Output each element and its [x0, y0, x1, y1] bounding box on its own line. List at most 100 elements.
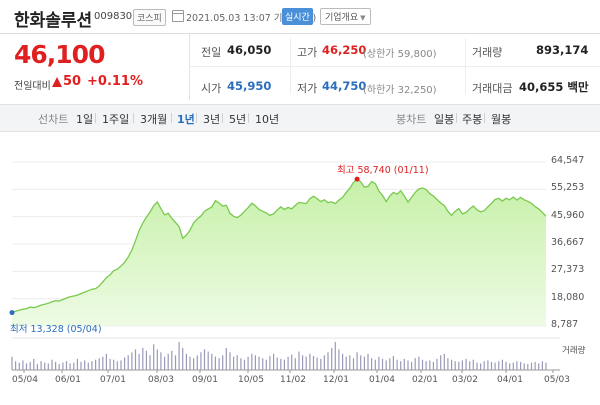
- volume-bar: [440, 355, 442, 370]
- volume-bar: [243, 359, 246, 370]
- volume-bar: [378, 356, 380, 370]
- volume-bar: [185, 353, 187, 370]
- tab-period-5y[interactable]: 5년: [229, 113, 247, 126]
- tab-candle-monthly[interactable]: 월봉: [491, 113, 512, 126]
- x-tick-label: 06/01: [55, 375, 81, 385]
- volume-bar: [516, 361, 518, 370]
- x-tick-label: 12/01: [323, 375, 349, 385]
- volume-bar: [342, 353, 344, 370]
- volume-bar: [120, 360, 122, 370]
- nav-divider: [484, 113, 485, 123]
- volume-bar: [418, 356, 420, 370]
- low-label: 저가: [297, 82, 318, 95]
- prev-close-value: 46,050: [227, 43, 272, 57]
- low-value: 44,750: [322, 79, 367, 93]
- nav-divider: [248, 113, 249, 123]
- volume-bar: [407, 360, 409, 370]
- volume-bar: [22, 360, 24, 370]
- company-info-button[interactable]: 기업개요 ▼: [320, 8, 371, 25]
- volume-bar: [203, 349, 206, 370]
- volume-bar: [414, 358, 416, 370]
- volume-bar: [127, 355, 129, 370]
- y-tick-label: 55,253: [551, 182, 585, 194]
- volume-bar: [211, 353, 213, 370]
- volume-bar: [490, 361, 493, 370]
- volume-bar: [374, 359, 376, 370]
- volume-bar: [247, 356, 249, 370]
- volume-bar: [25, 363, 28, 370]
- volume-bar: [352, 358, 355, 370]
- volume-bar: [400, 361, 402, 370]
- volume-bar: [381, 358, 384, 370]
- volume-bar: [273, 353, 275, 370]
- prev-close-label: 전일: [201, 46, 222, 59]
- tab-candle-weekly[interactable]: 주봉: [462, 113, 483, 126]
- nav-divider: [196, 113, 197, 123]
- volume-bar: [189, 356, 191, 370]
- volume-bar: [349, 355, 351, 370]
- volume-bar: [334, 342, 336, 370]
- volume-bar: [105, 353, 107, 370]
- trade-value-label: 거래대금: [472, 82, 513, 95]
- volume-bar: [443, 353, 445, 370]
- upper-limit: (상한가 59,800): [363, 49, 437, 60]
- min-point-marker: [9, 310, 15, 316]
- x-tick-label: 05/03: [544, 375, 570, 385]
- x-tick-label: 03/02: [452, 375, 478, 385]
- volume-bar: [229, 352, 231, 370]
- volume-bar: [113, 359, 115, 370]
- volume-bar: [95, 359, 97, 370]
- line-chart-label: 선차트: [38, 113, 69, 126]
- volume-bar: [389, 358, 391, 370]
- volume-bar: [149, 355, 151, 370]
- volume-bar: [316, 357, 318, 370]
- volume-bar: [222, 355, 224, 370]
- change-label: 전일대비: [14, 81, 51, 92]
- nav-divider: [95, 113, 96, 123]
- volume-bar: [145, 350, 147, 370]
- volume-bar: [225, 347, 227, 370]
- volume-bar: [487, 360, 489, 370]
- volume-bar: [461, 360, 463, 370]
- volume-bar: [305, 356, 307, 370]
- volume-bar: [403, 358, 405, 370]
- volume-bar: [55, 361, 57, 370]
- market-badge: 코스피: [133, 9, 166, 26]
- volume-bar: [33, 358, 35, 370]
- volume-bar: [47, 363, 49, 370]
- tab-candle-daily[interactable]: 일봉: [434, 113, 455, 126]
- tab-period-3y[interactable]: 3년: [203, 113, 221, 126]
- volume-bar: [312, 356, 315, 370]
- tab-period-1w[interactable]: 1주일: [102, 113, 130, 126]
- volume-bar: [200, 352, 202, 370]
- tab-period-1d[interactable]: 1일: [76, 113, 94, 126]
- volume-bar: [76, 358, 78, 370]
- volume-bar: [294, 358, 296, 370]
- volume-bar: [98, 358, 100, 370]
- volume-bar: [331, 347, 333, 370]
- tab-period-10y[interactable]: 10년: [255, 113, 280, 126]
- high-value: 46,250: [322, 43, 367, 57]
- volume-bar: [269, 356, 271, 370]
- realtime-badge[interactable]: 실시간: [282, 8, 313, 25]
- volume-bar: [338, 349, 340, 370]
- volume-bar: [505, 361, 507, 370]
- volume-bar: [323, 355, 325, 370]
- volume-bar: [116, 361, 118, 370]
- volume-bar: [124, 357, 126, 370]
- volume-bar: [545, 362, 547, 370]
- volume-bar: [87, 362, 89, 370]
- calendar-icon: [172, 10, 184, 22]
- tab-period-1y[interactable]: 1년: [177, 113, 195, 126]
- volume-bar: [360, 355, 362, 370]
- volume-bar: [309, 353, 311, 370]
- volume-label: 거래량: [472, 46, 503, 59]
- volume-bar: [153, 344, 155, 370]
- quote-datetime: 2021.05.03 13:07 기준(장중): [186, 13, 317, 24]
- x-tick-label: 08/03: [148, 375, 174, 385]
- volume-bar: [73, 362, 75, 370]
- volume-bar: [80, 361, 82, 370]
- volume-bar: [84, 360, 86, 370]
- volume-bar: [233, 356, 235, 370]
- tab-period-3m[interactable]: 3개월: [140, 113, 168, 126]
